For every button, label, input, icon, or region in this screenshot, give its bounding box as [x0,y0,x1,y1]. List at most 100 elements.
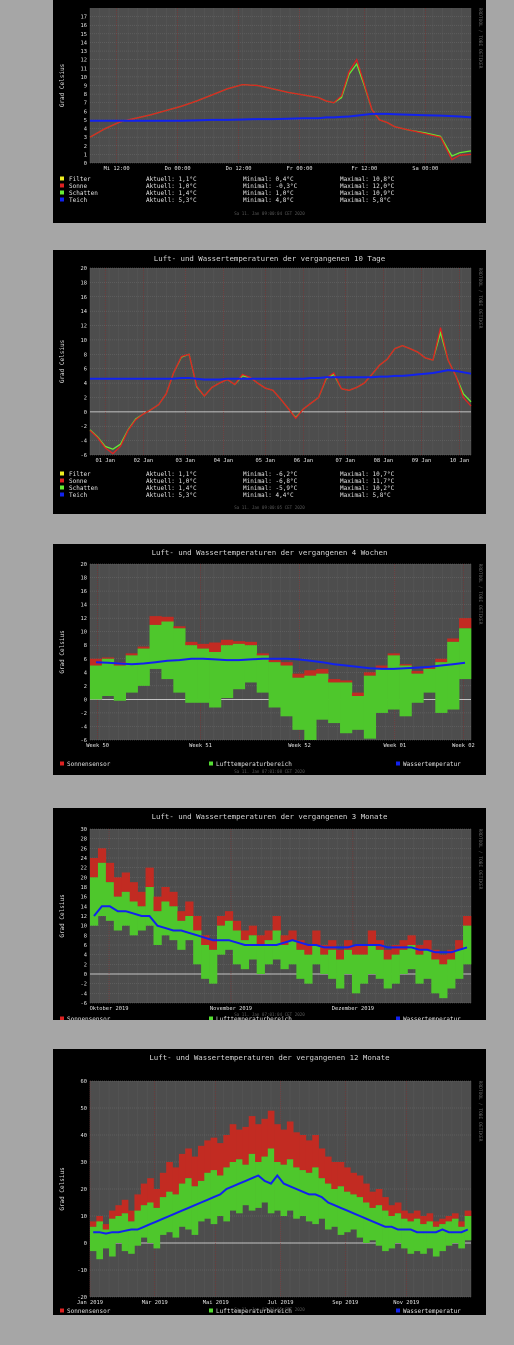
chart-svg: Luft- und Wassertemperaturen der vergang… [59,254,483,510]
air-range-bar [458,1226,465,1249]
air-range-bar [351,696,365,730]
legend-swatch [60,183,64,188]
y-tick-label: 24 [81,856,88,862]
legend-label: Wassertemperatur [403,1016,461,1020]
y-tick-label: 9 [84,84,87,90]
x-tick-label: Do 00:00 [165,166,191,172]
y-tick-label: -10 [77,1268,87,1274]
y-tick-label: 16 [81,589,88,595]
sun-bar [299,1135,307,1171]
air-range-bar [447,959,456,989]
air-range-bar [223,1167,230,1222]
air-range-bar [375,949,384,979]
air-range-bar [274,1162,281,1211]
chart-footer: Sa 11. Jan 07:01:04 CET 2020 [234,1012,305,1017]
air-range-bar [423,668,436,693]
air-range-bar [264,940,273,965]
air-range-bar [232,643,246,690]
air-range-bar [232,930,242,965]
legend-swatch [60,1308,64,1313]
sun-bar [351,692,365,696]
y-tick-label: 2 [84,395,87,401]
sun-bar [201,935,210,945]
sun-bar [451,1213,459,1219]
air-range-bar [109,1218,116,1257]
air-range-bar [432,1226,440,1257]
air-range-bar [102,1229,110,1249]
y-tick-label: 13 [81,49,88,55]
x-tick-label: 09 Jan [412,458,431,464]
y-tick-label: 20 [81,1187,88,1193]
legend-label: Schatten [69,190,98,197]
y-tick-label: 8 [84,352,87,358]
legend-swatch [209,1308,213,1313]
air-range-bar [177,920,186,950]
legend-label: Sonnensensor [67,761,111,768]
air-range-bar [445,1221,453,1246]
sun-bar [121,872,130,892]
y-tick-label: 6 [84,367,87,373]
x-tick-label: 02 Jan [134,458,153,464]
sun-bar [286,1121,294,1160]
y-tick-label: 30 [81,827,88,833]
y-tick-label: -2 [81,711,88,717]
legend-minimal: Minimal: 1,0°C [243,190,294,197]
sun-bar [328,679,341,683]
sun-bar [169,891,178,907]
y-tick-label: 10 [81,630,88,636]
air-range-bar [401,1218,408,1249]
x-tick-label: Do 12:00 [226,166,252,172]
air-range-bar [97,862,107,916]
sun-bar [336,949,345,960]
air-range-bar [340,682,353,734]
air-range-bar [248,935,257,960]
sun-bar [464,1210,472,1216]
legend-swatch [396,761,400,766]
air-range-bar [90,877,99,926]
chart-panel-3months: Luft- und Wassertemperaturen der vergang… [53,808,486,1020]
sun-bar [344,940,353,950]
air-range-bar [153,1207,161,1249]
sun-bar [267,1110,275,1149]
sun-bar [109,1210,116,1219]
sun-bar [224,911,234,921]
x-tick-label: 07 Jan [336,458,355,464]
sun-bar [145,867,154,887]
y-tick-label: 40 [81,1133,88,1139]
x-tick-label: 03 Jan [176,458,195,464]
sun-bar [455,940,464,950]
sun-bar [248,925,257,936]
air-range-bar [344,949,353,974]
air-range-bar [451,1218,459,1243]
sun-bar [356,1175,364,1198]
air-range-bar [413,1218,421,1252]
air-range-bar [320,954,329,974]
sun-bar [232,920,242,931]
sun-bar [137,646,150,649]
chart-svg: Luft- und Wassertemperaturen der vergang… [59,548,483,774]
sun-bar [125,653,138,656]
sun-bar [458,1221,465,1227]
y-tick-label: 14 [81,309,88,315]
air-range-bar [299,1170,307,1216]
air-range-bar [423,949,432,979]
legend-label: Teich [69,197,87,204]
sun-bar [185,641,198,646]
legend-minimal: Minimal: -5,9°C [243,485,298,492]
air-range-bar [388,1216,396,1249]
y-tick-label: 12 [81,324,88,330]
air-range-bar [359,954,369,984]
air-range-bar [387,655,400,710]
y-tick-label: 8 [84,92,87,98]
sun-bar [420,1216,427,1225]
air-range-bar [455,949,464,979]
sun-bar [351,945,361,955]
air-range-bar [292,677,305,730]
x-tick-label: Mai 2019 [203,1300,229,1306]
legend-label: Lufttemperaturbereich [216,1308,292,1315]
air-range-bar [121,891,130,926]
air-range-bar [159,1197,167,1235]
y-tick-label: 2 [84,962,87,968]
x-tick-label: Jan 2019 [77,1300,103,1306]
legend-aktuell: Aktuell: 1,4°C [146,190,197,197]
